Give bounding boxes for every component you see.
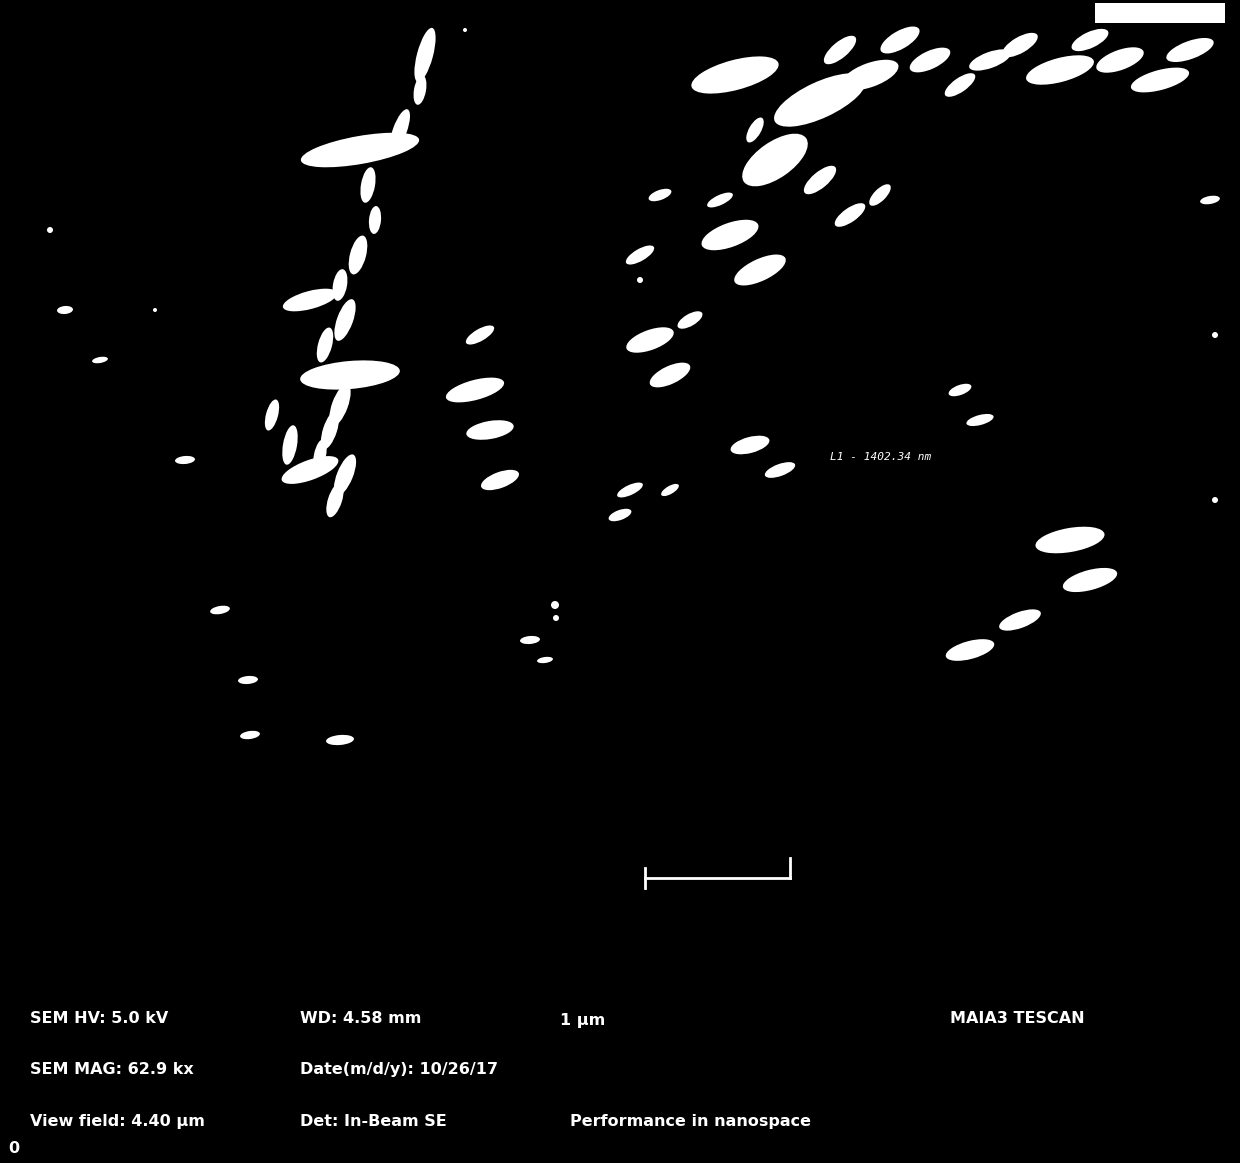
Ellipse shape [626,245,655,264]
Ellipse shape [326,483,343,518]
Bar [1095,3,1225,23]
Text: 1 μm: 1 μm [560,1013,605,1028]
Ellipse shape [265,399,279,430]
Ellipse shape [869,184,890,206]
Ellipse shape [283,288,337,312]
Ellipse shape [281,456,339,484]
Ellipse shape [880,27,920,53]
Ellipse shape [361,167,376,202]
Ellipse shape [734,255,786,285]
Ellipse shape [334,455,356,495]
Text: SEM HV: 5.0 kV: SEM HV: 5.0 kV [30,1011,169,1026]
Ellipse shape [835,204,866,227]
Ellipse shape [823,36,856,64]
Ellipse shape [446,378,505,402]
Ellipse shape [283,426,298,465]
Ellipse shape [368,206,381,234]
Ellipse shape [1025,56,1094,85]
Ellipse shape [765,462,795,478]
Ellipse shape [537,657,553,663]
Ellipse shape [970,49,1011,71]
Ellipse shape [730,436,770,455]
Ellipse shape [348,236,367,274]
Ellipse shape [1167,38,1214,62]
Circle shape [1211,497,1218,504]
Ellipse shape [746,117,764,143]
Ellipse shape [743,134,807,186]
Ellipse shape [804,166,836,194]
Ellipse shape [321,411,339,449]
Ellipse shape [946,640,994,661]
Ellipse shape [314,440,327,471]
Ellipse shape [391,109,410,151]
Ellipse shape [332,269,347,301]
Ellipse shape [414,28,435,83]
Circle shape [463,28,467,33]
Circle shape [553,615,559,621]
Text: Det: In-Beam SE: Det: In-Beam SE [300,1114,446,1128]
Ellipse shape [774,73,866,127]
Circle shape [637,277,644,283]
Ellipse shape [650,363,691,387]
Ellipse shape [466,326,495,344]
Ellipse shape [326,735,353,745]
Circle shape [153,308,157,312]
Text: 0: 0 [7,1141,19,1156]
Text: SEM MAG: 62.9 kx: SEM MAG: 62.9 kx [30,1062,193,1077]
Ellipse shape [330,384,351,426]
Circle shape [1211,331,1218,338]
Ellipse shape [241,730,260,740]
Circle shape [551,601,559,609]
Ellipse shape [945,73,976,97]
Ellipse shape [466,420,513,440]
Ellipse shape [1071,29,1109,51]
Ellipse shape [238,676,258,684]
Ellipse shape [520,636,539,644]
Ellipse shape [661,484,678,497]
Circle shape [47,227,53,233]
Ellipse shape [1096,48,1143,73]
Ellipse shape [301,133,419,167]
Ellipse shape [702,220,759,250]
Ellipse shape [677,312,703,329]
Ellipse shape [481,470,520,490]
Ellipse shape [316,328,334,363]
Ellipse shape [999,609,1040,630]
Text: View field: 4.40 μm: View field: 4.40 μm [30,1114,205,1128]
Ellipse shape [335,299,356,341]
Ellipse shape [1035,527,1105,554]
Text: Performance in nanospace: Performance in nanospace [570,1114,811,1128]
Ellipse shape [707,193,733,207]
Ellipse shape [609,508,631,521]
Ellipse shape [966,414,993,426]
Text: Date(m/d/y): 10/26/17: Date(m/d/y): 10/26/17 [300,1062,498,1077]
Ellipse shape [175,456,195,464]
Ellipse shape [649,188,671,201]
Ellipse shape [300,361,399,390]
Ellipse shape [92,357,108,363]
Text: MAIA3 TESCAN: MAIA3 TESCAN [950,1011,1085,1026]
Ellipse shape [414,76,427,105]
Ellipse shape [1131,67,1189,92]
Ellipse shape [626,327,673,352]
Ellipse shape [1002,33,1038,57]
Ellipse shape [210,606,229,614]
Ellipse shape [1200,195,1220,205]
Ellipse shape [57,306,73,314]
Text: L1 - 1402.34 nm: L1 - 1402.34 nm [830,452,931,462]
Text: WD: 4.58 mm: WD: 4.58 mm [300,1011,422,1026]
Ellipse shape [910,48,950,72]
Ellipse shape [618,483,642,498]
Ellipse shape [1063,568,1117,592]
Ellipse shape [842,59,899,91]
Ellipse shape [692,57,779,93]
Ellipse shape [949,384,971,397]
